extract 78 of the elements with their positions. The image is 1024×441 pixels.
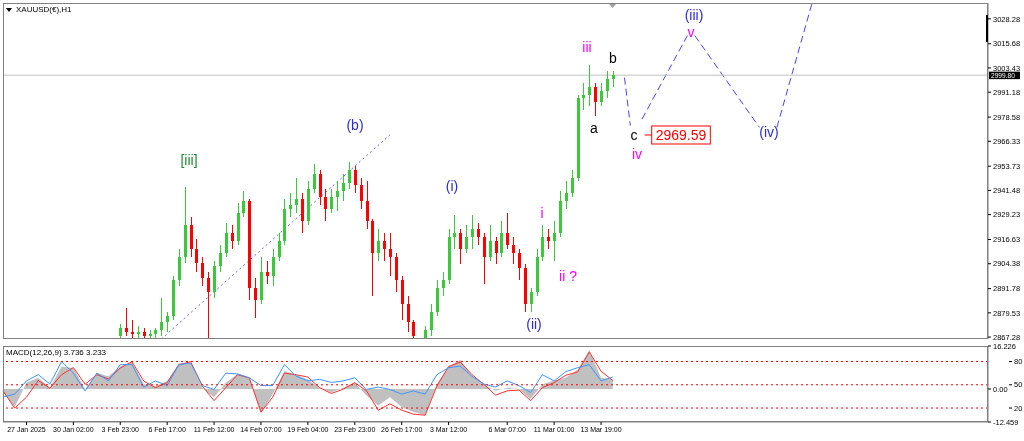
candlestick [553, 220, 556, 262]
candlestick [225, 222, 228, 258]
annotation: (iv) [759, 124, 779, 140]
candlestick [289, 192, 292, 218]
candlestick [453, 214, 456, 250]
candlestick [506, 212, 509, 250]
candlestick [547, 228, 550, 250]
candlestick [594, 82, 597, 117]
candlestick [166, 311, 169, 333]
annotation: a [590, 120, 599, 136]
candlestick [354, 165, 357, 194]
candlestick [571, 169, 574, 198]
candlestick [125, 307, 128, 337]
candlestick [465, 224, 468, 254]
candlestick [430, 303, 433, 337]
candlestick [395, 252, 398, 293]
candlestick [207, 271, 210, 339]
candlestick [389, 232, 392, 277]
candlestick [483, 232, 486, 285]
line-series [2, 361, 614, 398]
annotation: c [630, 127, 638, 143]
candlestick [231, 224, 234, 250]
candlestick [588, 64, 591, 107]
candlestick [407, 295, 410, 333]
candlestick [178, 248, 181, 287]
candlestick [512, 236, 515, 265]
candlestick [360, 177, 363, 210]
annotation: (i) [445, 178, 459, 194]
annotation: v [687, 24, 695, 40]
candlestick [518, 248, 521, 281]
candlestick [471, 214, 474, 250]
candlestick [489, 224, 492, 262]
candlestick [295, 177, 298, 214]
candlestick [500, 220, 503, 258]
candlestick [383, 232, 386, 262]
annotation: [iii] [180, 152, 198, 168]
candlestick [377, 228, 380, 262]
annotation: (ii) [526, 316, 542, 332]
candlestick [342, 173, 345, 202]
candlestick [477, 222, 480, 246]
candlestick [401, 275, 404, 321]
candlestick [436, 279, 439, 317]
candlestick [565, 180, 568, 210]
candlestick [348, 161, 351, 190]
chart-title: XAUUSD(€),H1 [16, 5, 72, 15]
candlestick [278, 232, 281, 262]
chart-title: MACD(12,26,9) 3.736 3.233 [6, 348, 107, 358]
annotation: (b) [346, 117, 364, 133]
candlestick [272, 248, 275, 287]
candlestick [195, 238, 198, 273]
candlestick [442, 271, 445, 297]
candlestick [254, 277, 257, 319]
annotation: b [609, 50, 618, 66]
candlestick [541, 224, 544, 262]
candlestick [495, 236, 498, 265]
candlestick [530, 287, 533, 313]
candlestick [324, 188, 327, 222]
candlestick [600, 82, 603, 107]
candlestick [330, 188, 333, 214]
candlestick [266, 260, 269, 285]
annotation: ii ? [559, 268, 578, 284]
candlestick [242, 190, 245, 218]
candlestick [160, 297, 163, 337]
candlestick [201, 256, 204, 287]
annotation: (iii) [684, 7, 704, 23]
annotation: iii [582, 39, 592, 55]
candlestick [336, 180, 339, 212]
annotation: iv [631, 146, 643, 162]
candlestick [606, 70, 609, 99]
candlestick [366, 180, 369, 230]
candlestick [319, 169, 322, 206]
candlestick [313, 163, 316, 194]
candlestick [301, 192, 304, 234]
annotation: i [540, 205, 544, 221]
candlestick [190, 216, 193, 258]
annotation: 2969.59 [655, 127, 707, 143]
candlestick [459, 228, 462, 265]
candlestick [219, 244, 222, 273]
